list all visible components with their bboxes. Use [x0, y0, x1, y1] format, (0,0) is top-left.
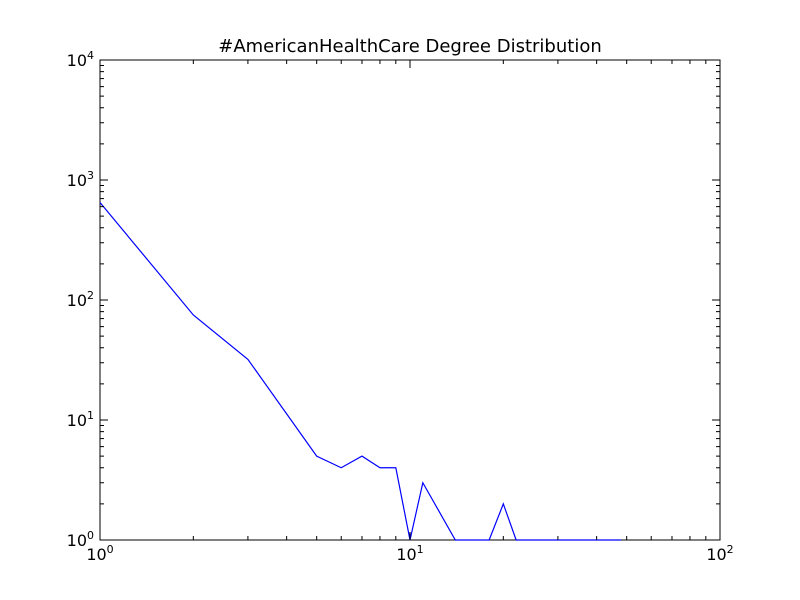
- axes-frame: [99, 59, 721, 541]
- y-tick-label: 100: [67, 529, 94, 550]
- y-tick-label: 103: [67, 169, 94, 190]
- x-tick-label: 102: [706, 543, 733, 564]
- x-tick-label: 100: [86, 543, 113, 564]
- y-tick-label: 102: [67, 289, 94, 310]
- y-tick-label: 101: [67, 409, 94, 430]
- plot-area: 100 101 102 100 101 102 103 104: [67, 49, 734, 564]
- series-line-0: [99, 202, 622, 541]
- x-tick-label: 101: [396, 543, 423, 564]
- chart-title: #AmericanHealthCare Degree Distribution: [218, 36, 602, 57]
- y-tick-label: 104: [67, 49, 94, 70]
